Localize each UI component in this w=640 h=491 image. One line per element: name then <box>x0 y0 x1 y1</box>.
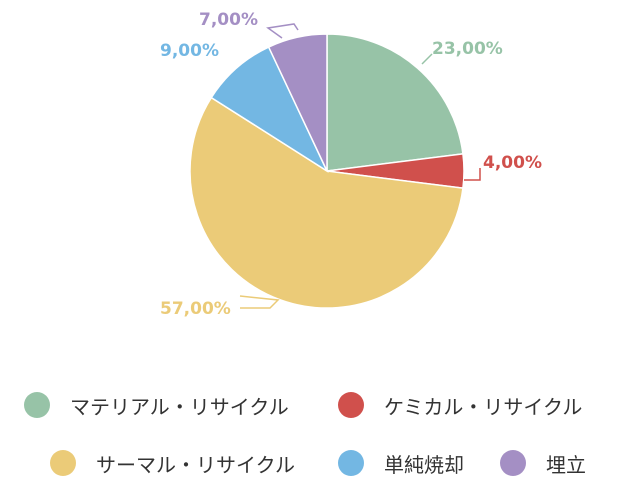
data-label-material-recycle: 23,00% <box>432 39 503 59</box>
data-label-simple-incineration: 9,00% <box>160 41 219 61</box>
leader-line-landfill <box>266 23 299 39</box>
pie-slice-landfill <box>267 33 328 172</box>
data-label-landfill: 7,00% <box>199 10 258 30</box>
leader-line-material-recycle <box>421 53 433 65</box>
data-label-chemical-recycle: 4,00% <box>483 153 542 173</box>
data-label-thermal-recycle: 57,00% <box>160 299 231 319</box>
pie-slice-thermal-recycle <box>189 96 464 309</box>
leader-line-chemical-recycle <box>464 168 481 181</box>
leader-line-thermal-recycle <box>239 295 280 309</box>
pie-slice-material-recycle <box>326 33 464 172</box>
